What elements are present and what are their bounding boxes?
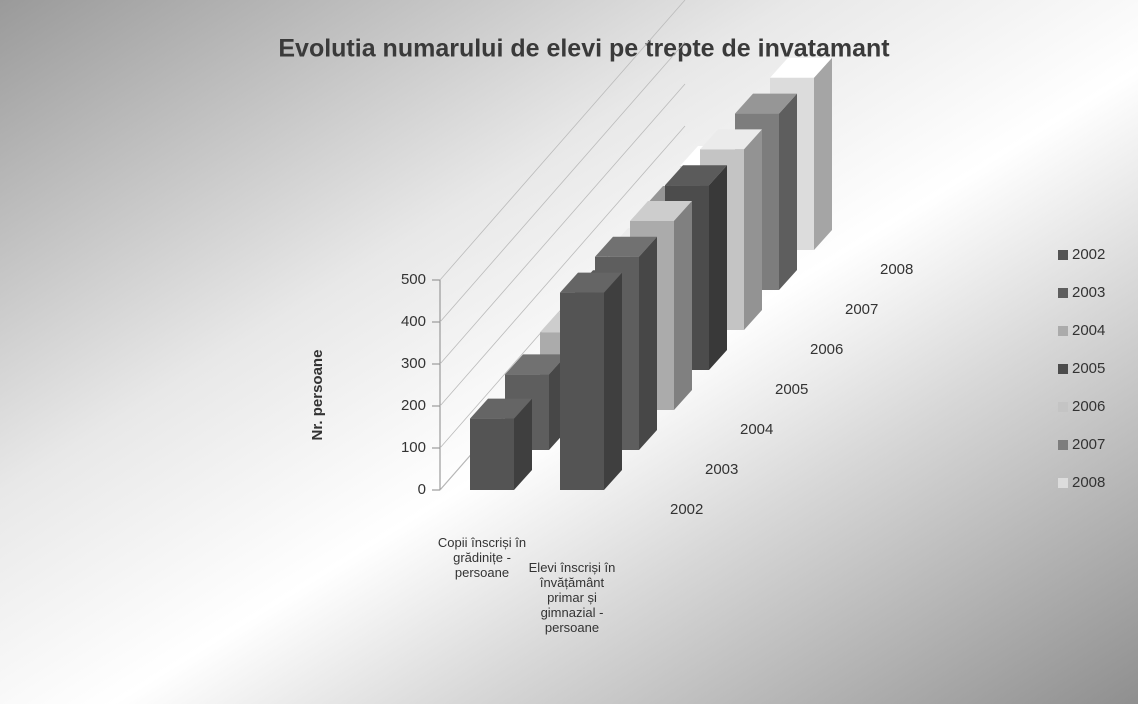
bar-top (560, 272, 622, 293)
y-tick-label: 500 (401, 271, 426, 288)
depth-label: 2004 (740, 421, 773, 438)
bar-side (709, 165, 727, 370)
bar-top (595, 236, 657, 257)
grid-line (439, 125, 686, 407)
legend-label: 2005 (1072, 360, 1105, 377)
bar-side (674, 201, 692, 410)
legend-swatch (1058, 364, 1068, 374)
bar-side (514, 398, 532, 490)
bar-top (770, 57, 832, 78)
depth-label: 2006 (810, 341, 843, 358)
y-tick-label: 0 (418, 481, 426, 498)
bar-side (779, 93, 797, 290)
legend-label: 2008 (1072, 474, 1105, 491)
legend-label: 2004 (1072, 322, 1105, 339)
legend-label: 2003 (1072, 284, 1105, 301)
y-tick-label: 100 (401, 439, 426, 456)
grid-line (439, 41, 686, 323)
legend-swatch (1058, 326, 1068, 336)
x-tick-label: Copii înscriși în grădinițe - persoane (437, 535, 527, 580)
bar-side (744, 129, 762, 330)
y-tick-label: 400 (401, 313, 426, 330)
bar (560, 292, 604, 490)
legend-label: 2006 (1072, 398, 1105, 415)
bar-top (735, 93, 797, 114)
bar-top (630, 201, 692, 221)
y-axis-label: Nr. persoane (309, 350, 326, 441)
legend-label: 2007 (1072, 436, 1105, 453)
depth-label: 2005 (775, 381, 808, 398)
legend-swatch (1058, 288, 1068, 298)
grid-line (439, 83, 686, 365)
depth-label: 2007 (845, 301, 878, 318)
depth-label: 2008 (880, 261, 913, 278)
legend-swatch (1058, 440, 1068, 450)
y-tick-label: 200 (401, 397, 426, 414)
legend-label: 2002 (1072, 246, 1105, 263)
bar-side (604, 272, 622, 490)
bar-top (665, 165, 727, 186)
bar-side (814, 57, 832, 250)
legend-swatch (1058, 402, 1068, 412)
x-tick-label: Elevi înscriși în învățământ primar și g… (528, 560, 616, 635)
bar-top (700, 129, 762, 150)
bar-top (470, 398, 532, 419)
y-tick-label: 300 (401, 355, 426, 372)
depth-label: 2002 (670, 501, 703, 518)
bar-side (639, 236, 657, 450)
bar (470, 418, 514, 490)
legend-swatch (1058, 478, 1068, 488)
bar-top (505, 354, 567, 375)
legend-swatch (1058, 250, 1068, 260)
depth-label: 2003 (705, 461, 738, 478)
grid-line (439, 0, 686, 281)
